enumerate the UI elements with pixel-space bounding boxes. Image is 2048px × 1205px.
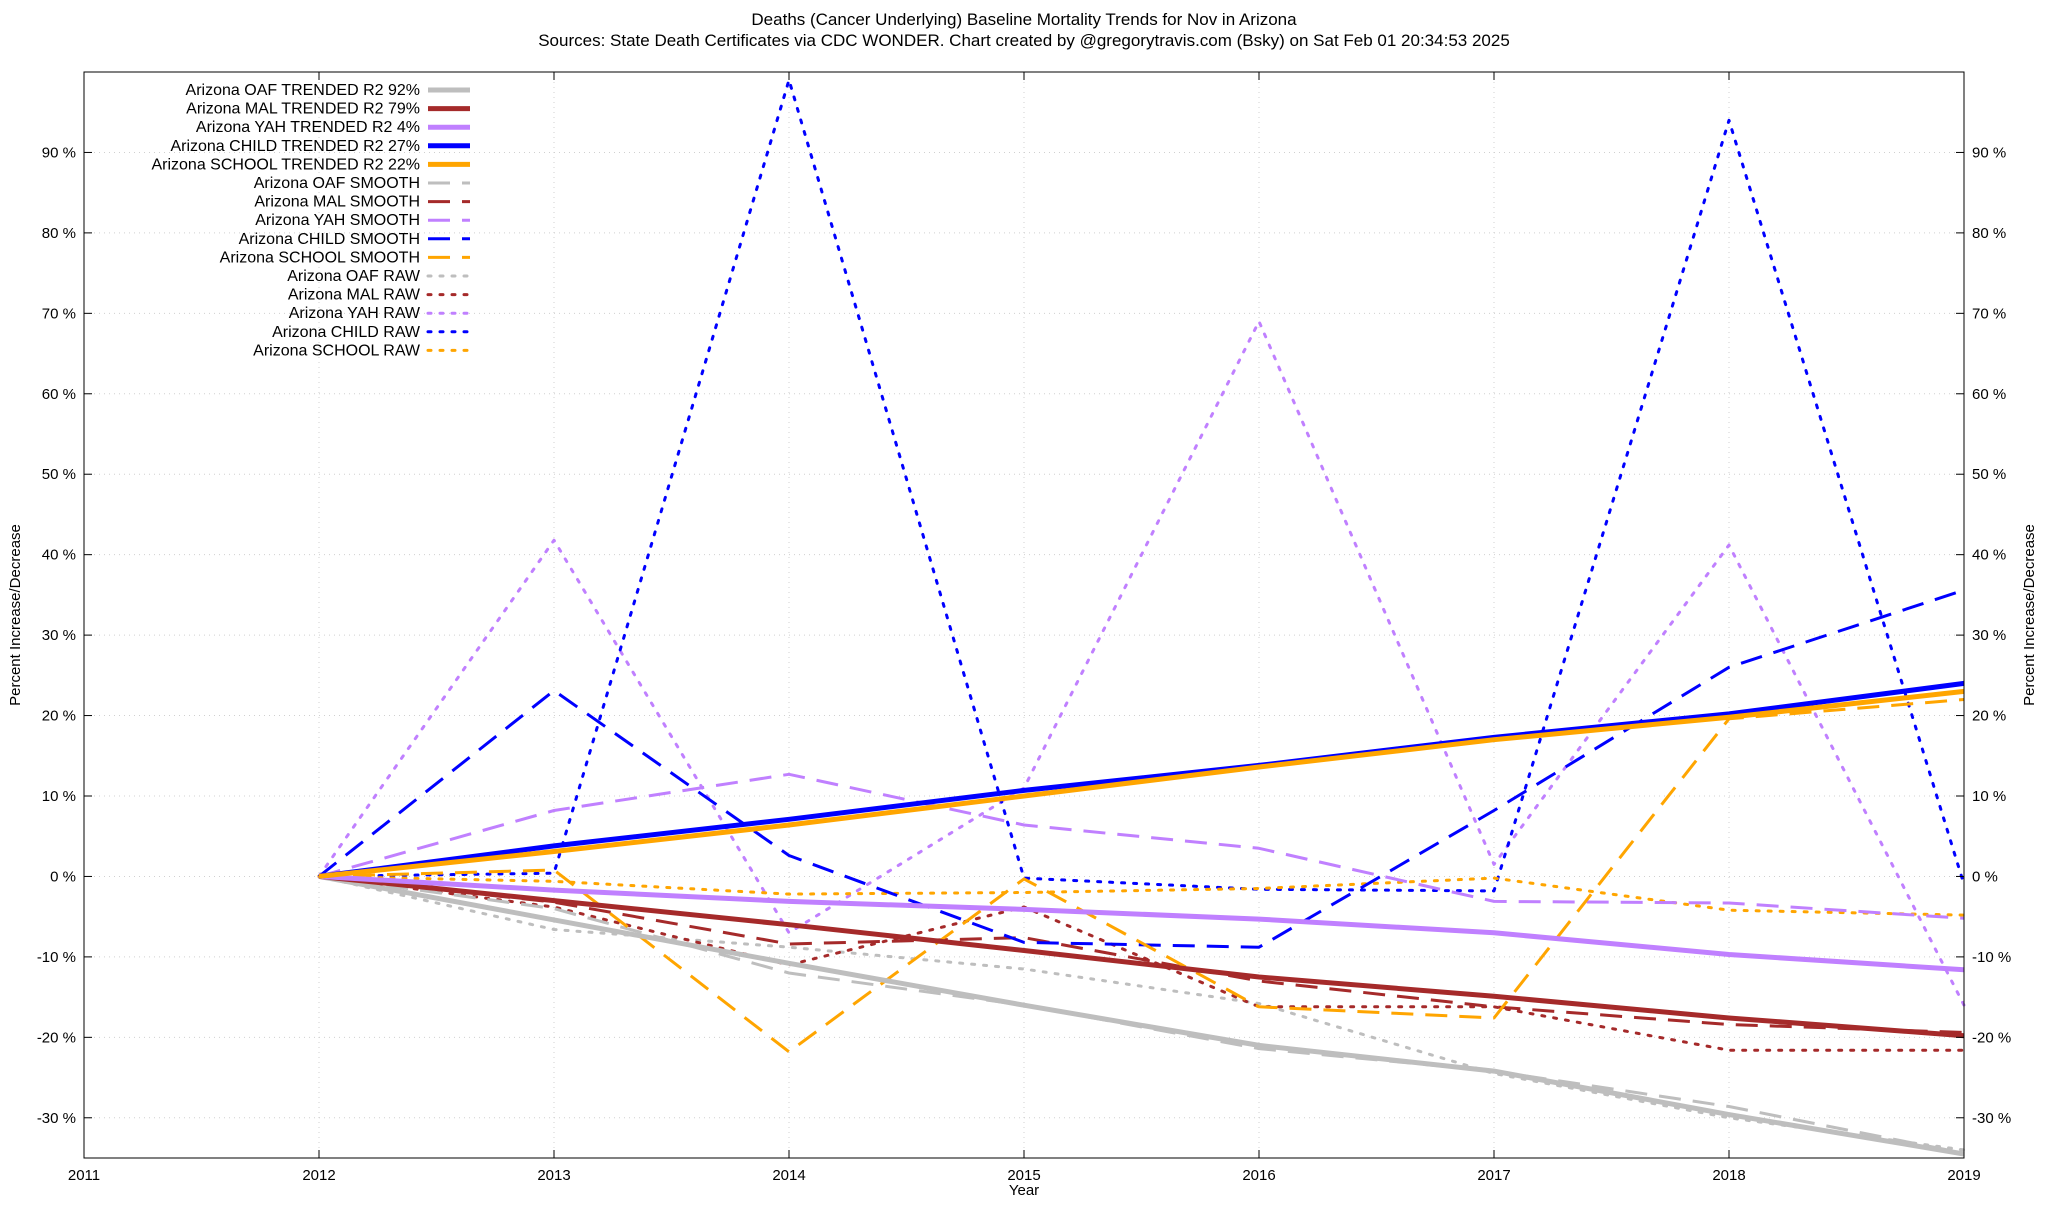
y-tick-label-left: 80 % xyxy=(42,225,76,242)
y-tick-label-left: 10 % xyxy=(42,788,76,805)
y-axis-label-left: Percent Increase/Decrease xyxy=(7,524,24,706)
y-tick-label-right: 50 % xyxy=(1972,466,2006,483)
y-tick-label-right: 10 % xyxy=(1972,788,2006,805)
y-tick-label-left: 30 % xyxy=(42,627,76,644)
series-line-arizona-yah-trended-r2-4 xyxy=(318,873,1965,973)
y-tick-label-right: 30 % xyxy=(1972,627,2006,644)
legend-label: Arizona SCHOOL RAW xyxy=(253,342,421,359)
y-tick-label-left: -30 % xyxy=(37,1110,76,1127)
y-tick-label-right: 40 % xyxy=(1972,547,2006,564)
legend-label: Arizona CHILD SMOOTH xyxy=(239,231,420,248)
y-tick-label-left: -20 % xyxy=(37,1029,76,1046)
legend-label: Arizona YAH RAW xyxy=(289,305,421,322)
x-tick-label: 2015 xyxy=(1007,1167,1040,1184)
y-tick-label-right: -30 % xyxy=(1972,1110,2011,1127)
series-line-arizona-school-raw xyxy=(317,874,1966,917)
x-tick-label: 2019 xyxy=(1947,1167,1980,1184)
chart-title: Deaths (Cancer Underlying) Baseline Mort… xyxy=(751,10,1297,29)
series-line-arizona-yah-raw xyxy=(317,319,1966,1007)
y-tick-label-left: 50 % xyxy=(42,466,76,483)
x-tick-label: 2018 xyxy=(1712,1167,1745,1184)
series-line-arizona-oaf-raw xyxy=(317,874,1966,1152)
y-tick-label-left: -10 % xyxy=(37,949,76,966)
x-tick-label: 2012 xyxy=(302,1167,335,1184)
y-tick-label-right: -10 % xyxy=(1972,949,2011,966)
y-tick-label-right: 20 % xyxy=(1972,708,2006,725)
legend-label: Arizona SCHOOL SMOOTH xyxy=(220,249,420,266)
y-tick-label-left: 70 % xyxy=(42,305,76,322)
y-tick-label-right: 80 % xyxy=(1972,225,2006,242)
series-line-arizona-mal-trended-r2-79 xyxy=(318,873,1965,1039)
y-tick-label-left: 40 % xyxy=(42,547,76,564)
x-tick-label: 2011 xyxy=(68,1167,100,1184)
x-tick-label: 2013 xyxy=(537,1167,570,1184)
legend: Arizona OAF TRENDED R2 92% Arizona MAL TR… xyxy=(151,82,472,359)
chart-subtitle: Sources: State Death Certificates via CD… xyxy=(538,31,1510,50)
series-line-arizona-child-raw xyxy=(317,78,1966,893)
series-line-arizona-mal-smooth xyxy=(318,874,1965,1034)
x-tick-label: 2017 xyxy=(1477,1167,1510,1184)
legend-label: Arizona CHILD TRENDED R2 27% xyxy=(170,138,420,155)
axes: 2011 2012 2013 2014 2015 2016 2017 2018 2019 -30 … xyxy=(37,72,2011,1184)
y-tick-label-right: 70 % xyxy=(1972,305,2006,322)
x-axis-label: Year xyxy=(1009,1182,1039,1199)
series-line-arizona-child-smooth xyxy=(318,588,1965,949)
y-tick-label-left: 20 % xyxy=(42,708,76,725)
legend-label: Arizona OAF RAW xyxy=(287,268,421,285)
legend-label: Arizona YAH SMOOTH xyxy=(255,212,420,229)
legend-label: Arizona YAH TRENDED R2 4% xyxy=(196,119,420,136)
legend-label: Arizona OAF TRENDED R2 92% xyxy=(186,82,420,99)
x-tick-label: 2014 xyxy=(772,1167,805,1184)
y-tick-label-left: 0 % xyxy=(50,868,76,885)
y-tick-label-left: 60 % xyxy=(42,386,76,403)
series-line-arizona-oaf-trended-r2-92 xyxy=(318,873,1965,1157)
series-line-arizona-school-smooth xyxy=(318,698,1965,1054)
legend-label: Arizona MAL SMOOTH xyxy=(254,194,420,211)
y-tick-label-left: 90 % xyxy=(42,144,76,161)
y-tick-label-right: -20 % xyxy=(1972,1029,2011,1046)
legend-label: Arizona CHILD RAW xyxy=(272,324,421,341)
legend-label: Arizona MAL RAW xyxy=(288,287,421,304)
series-line-arizona-yah-smooth xyxy=(318,772,1965,920)
y-tick-label-right: 90 % xyxy=(1972,144,2006,161)
series-line-arizona-school-trended-r2-22 xyxy=(318,688,1965,879)
legend-label: Arizona OAF SMOOTH xyxy=(254,175,420,192)
legend-label: Arizona MAL TRENDED R2 79% xyxy=(186,101,420,118)
y-axis-label-right: Percent Increase/Decrease xyxy=(2021,524,2038,706)
series-line-arizona-mal-raw xyxy=(317,874,1966,1052)
series-line-arizona-child-trended-r2-27 xyxy=(318,680,1965,879)
y-tick-label-right: 0 % xyxy=(1972,868,1998,885)
x-tick-label: 2016 xyxy=(1242,1167,1275,1184)
y-tick-label-right: 60 % xyxy=(1972,386,2006,403)
legend-label: Arizona SCHOOL TRENDED R2 22% xyxy=(151,156,420,173)
series-group xyxy=(317,78,1966,1157)
